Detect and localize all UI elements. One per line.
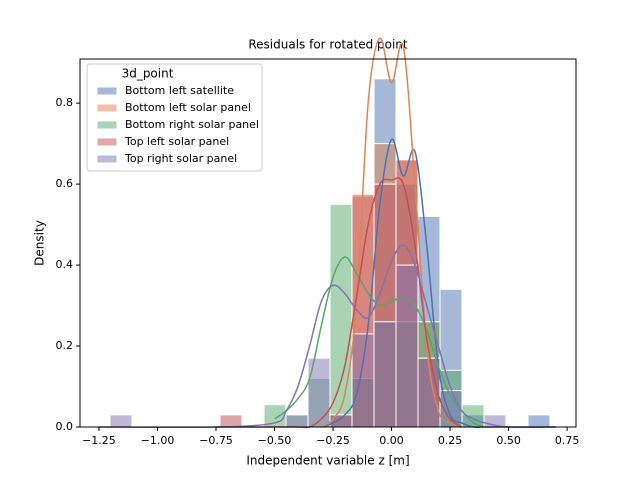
x-tick-label: −1.00 xyxy=(141,434,175,447)
y-tick-label: 0.8 xyxy=(56,96,74,109)
chart-title: Residuals for rotated point xyxy=(248,38,408,52)
histogram-bar xyxy=(373,321,397,428)
legend-title: 3d_point xyxy=(122,67,174,81)
histogram-bar xyxy=(527,414,551,428)
legend-label: Top left solar panel xyxy=(124,135,229,148)
x-tick-label: 0.50 xyxy=(496,434,521,447)
kde-line xyxy=(98,244,556,429)
legend-swatch xyxy=(96,103,118,113)
histogram-bar xyxy=(351,333,375,428)
histogram-bar xyxy=(307,357,331,428)
histogram-bar xyxy=(219,414,243,428)
y-tick-label: 0.6 xyxy=(56,177,74,190)
x-tick-label: −0.75 xyxy=(199,434,233,447)
legend-label: Top right solar panel xyxy=(124,152,237,165)
y-tick-label: 0.4 xyxy=(56,258,74,271)
x-tick-label: 0.75 xyxy=(555,434,580,447)
histogram-bar xyxy=(329,203,353,428)
y-tick-label: 0.0 xyxy=(56,420,74,433)
x-tick-label: 0.00 xyxy=(379,434,404,447)
histogram-bar xyxy=(329,414,353,428)
histogram-bar xyxy=(285,414,309,428)
legend-label: Bottom right solar panel xyxy=(125,118,259,131)
legend-swatch xyxy=(96,120,118,130)
x-axis-label: Independent variable z [m] xyxy=(246,454,409,468)
histogram-bar xyxy=(395,264,419,428)
x-tick-label: −1.25 xyxy=(82,434,116,447)
y-tick-label: 0.2 xyxy=(56,339,74,352)
histogram-bar xyxy=(109,414,133,428)
legend-box xyxy=(86,63,263,172)
legend-label: Bottom left satellite xyxy=(125,84,234,97)
y-axis-label: Density xyxy=(33,220,47,266)
legend-swatch xyxy=(96,154,118,164)
legend-swatch xyxy=(96,86,118,96)
kde-line xyxy=(320,37,463,428)
axes-frame xyxy=(79,58,577,428)
x-tick-label: −0.25 xyxy=(316,434,350,447)
legend-swatch xyxy=(96,137,118,147)
legend-label: Bottom left solar panel xyxy=(125,101,251,114)
x-tick-label: 0.25 xyxy=(438,434,463,447)
x-tick-label: −0.50 xyxy=(258,434,292,447)
kde-line xyxy=(274,256,486,428)
